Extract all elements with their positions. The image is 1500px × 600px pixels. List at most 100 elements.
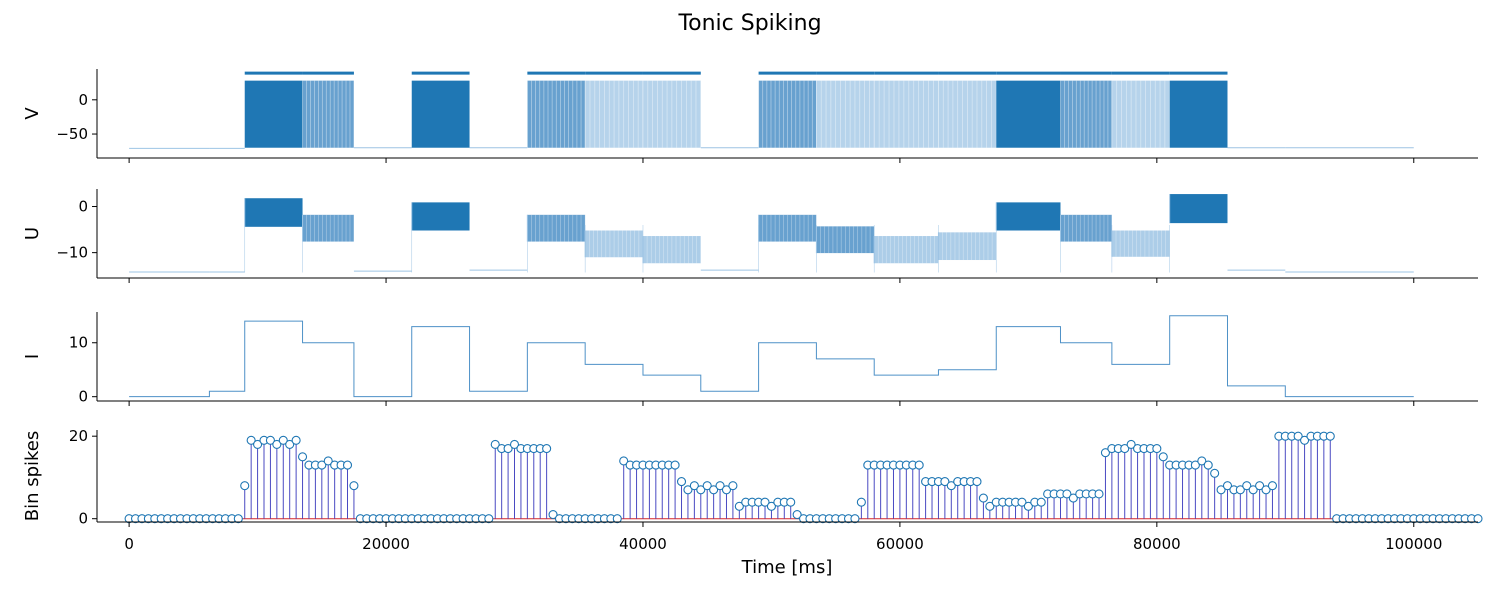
stem-marker [291, 435, 301, 445]
stem-marker [1293, 431, 1303, 441]
stem-marker [484, 514, 494, 524]
stem-marker [670, 460, 680, 470]
oscillation-band [1169, 194, 1228, 224]
stem-marker [503, 444, 513, 454]
stem-marker [240, 481, 250, 491]
stem-marker [233, 514, 243, 524]
oscillation-band [302, 214, 354, 242]
y-tick-label: 0 [78, 510, 88, 528]
x-axis-title: Time [ms] [741, 557, 833, 578]
y-axis-title: U [22, 227, 43, 240]
stem-marker [342, 460, 353, 470]
stem-marker [696, 485, 706, 495]
stem-marker [1158, 452, 1168, 462]
x-tick-label: 60000 [876, 535, 924, 553]
oscillation-band [244, 198, 303, 227]
figure-title: Tonic Spiking [677, 11, 821, 36]
stem-marker [766, 501, 776, 511]
oscillation-band [996, 202, 1061, 231]
stem-marker [734, 501, 744, 511]
spike-block [1169, 80, 1228, 148]
stem-marker [612, 514, 622, 524]
spike-block [874, 80, 939, 148]
stem-marker [1300, 435, 1310, 445]
stem-marker [317, 460, 327, 470]
stem-marker [1235, 485, 1245, 495]
stem-marker [285, 439, 295, 449]
stem-marker [1120, 444, 1130, 454]
stem-marker [985, 501, 995, 511]
stem-marker [1325, 431, 1335, 441]
stem-marker [676, 477, 687, 487]
oscillation-band [938, 232, 997, 261]
voltage-panel: 0 −50 V [22, 69, 1478, 163]
stem-marker [253, 439, 263, 449]
stem-marker [683, 485, 693, 495]
stem-marker [721, 485, 732, 495]
stem-marker [1068, 493, 1078, 503]
stem-marker [1023, 501, 1033, 511]
y-tick-label: −10 [56, 244, 88, 262]
stem-marker [1248, 485, 1258, 495]
x-tick-label: 80000 [1133, 535, 1181, 553]
current-panel: 10 0 I [22, 312, 1478, 406]
stem-marker [760, 497, 770, 507]
oscillation-band [411, 202, 470, 231]
y-tick-label: 0 [78, 388, 88, 406]
stem-marker [978, 493, 988, 503]
stem-marker [1222, 481, 1233, 491]
x-tick-label: 100000 [1385, 535, 1442, 553]
bin-spikes-panel: 20 0 0 20000 40000 60000 80000 100000 Bin spikes [22, 427, 1483, 553]
stem-marker [1261, 485, 1271, 495]
oscillation-band [1111, 230, 1170, 257]
stem-marker [728, 481, 738, 491]
stem-marker [792, 510, 802, 520]
oscillation-band [758, 214, 817, 242]
x-tick-label: 40000 [619, 535, 667, 553]
stem-marker [1210, 468, 1220, 478]
stem-marker [509, 439, 520, 449]
stem-marker [1473, 514, 1483, 524]
stem-marker [490, 439, 500, 449]
y-axis-title: Bin spikes [22, 431, 43, 522]
oscillation-band [527, 214, 586, 242]
stem-marker [1216, 485, 1226, 495]
stem-marker [715, 481, 725, 491]
recovery-panel: 0 −10 U [22, 189, 1478, 283]
stem-marker [786, 497, 796, 507]
y-axis-title: V [22, 107, 43, 120]
stem-marker [246, 435, 256, 445]
oscillation-band [874, 236, 939, 264]
stem-marker [1190, 460, 1200, 470]
stem-marker [972, 477, 982, 487]
y-tick-label: 20 [69, 427, 88, 445]
y-axis-title: I [22, 354, 43, 359]
x-tick-label: 20000 [362, 535, 410, 553]
stem-marker [1017, 497, 1027, 507]
spike-block [244, 80, 303, 148]
oscillation-band [1060, 214, 1112, 242]
y-tick-label: −50 [56, 125, 88, 143]
oscillation-band [585, 230, 643, 258]
stem-marker [1062, 489, 1072, 499]
y-tick-label: 0 [78, 198, 88, 216]
spike-block [302, 80, 354, 148]
stem-marker [265, 435, 275, 445]
spike-block [411, 80, 470, 148]
stem-marker [940, 477, 950, 487]
oscillation-band [642, 236, 701, 264]
stem-marker [1152, 444, 1162, 454]
stem-marker [297, 452, 308, 462]
stem-marker [619, 456, 629, 466]
y-tick-label: 10 [69, 334, 88, 352]
stem-marker [272, 439, 282, 449]
current-trace [129, 315, 1414, 398]
stem-marker [689, 481, 699, 491]
y-tick-label: 0 [78, 91, 88, 109]
stem-marker [1100, 448, 1111, 458]
stem-marker [278, 435, 288, 445]
stem-marker [850, 514, 860, 524]
stem-marker [1197, 456, 1207, 466]
stem-marker [542, 444, 552, 454]
